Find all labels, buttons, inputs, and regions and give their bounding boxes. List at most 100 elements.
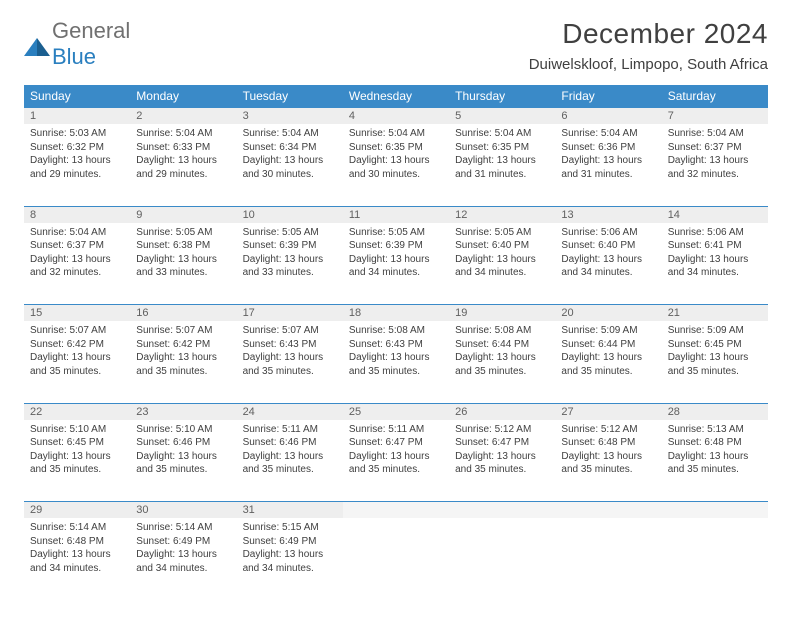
- weekday-header: Thursday: [449, 85, 555, 108]
- day-content-row: Sunrise: 5:14 AMSunset: 6:48 PMDaylight:…: [24, 518, 768, 600]
- day-content-cell: Sunrise: 5:04 AMSunset: 6:35 PMDaylight:…: [343, 124, 449, 206]
- page-title: December 2024: [529, 18, 768, 50]
- title-block: December 2024 Duiwelskloof, Limpopo, Sou…: [529, 18, 768, 81]
- sunrise-text: Sunrise: 5:07 AM: [30, 324, 124, 338]
- sunset-text: Sunset: 6:42 PM: [30, 338, 124, 352]
- day-number-cell: 27: [555, 403, 661, 420]
- day-content-row: Sunrise: 5:07 AMSunset: 6:42 PMDaylight:…: [24, 321, 768, 403]
- day-content-cell: Sunrise: 5:10 AMSunset: 6:45 PMDaylight:…: [24, 420, 130, 502]
- day-number-cell: 19: [449, 305, 555, 322]
- daylight-text: Daylight: 13 hours and 35 minutes.: [136, 351, 230, 378]
- sunrise-text: Sunrise: 5:11 AM: [349, 423, 443, 437]
- daylight-text: Daylight: 13 hours and 35 minutes.: [455, 450, 549, 477]
- day-content-cell: Sunrise: 5:06 AMSunset: 6:41 PMDaylight:…: [662, 223, 768, 305]
- daylight-text: Daylight: 13 hours and 29 minutes.: [30, 154, 124, 181]
- sunrise-text: Sunrise: 5:14 AM: [30, 521, 124, 535]
- sunrise-text: Sunrise: 5:13 AM: [668, 423, 762, 437]
- day-content-cell: Sunrise: 5:14 AMSunset: 6:49 PMDaylight:…: [130, 518, 236, 600]
- day-content-cell: [555, 518, 661, 600]
- sunset-text: Sunset: 6:48 PM: [30, 535, 124, 549]
- sunset-text: Sunset: 6:34 PM: [243, 141, 337, 155]
- sunset-text: Sunset: 6:46 PM: [136, 436, 230, 450]
- sunrise-text: Sunrise: 5:14 AM: [136, 521, 230, 535]
- day-content-cell: Sunrise: 5:13 AMSunset: 6:48 PMDaylight:…: [662, 420, 768, 502]
- weekday-header: Monday: [130, 85, 236, 108]
- brand-logo: General Blue: [24, 18, 130, 70]
- sunset-text: Sunset: 6:46 PM: [243, 436, 337, 450]
- day-content-cell: Sunrise: 5:09 AMSunset: 6:44 PMDaylight:…: [555, 321, 661, 403]
- sunrise-text: Sunrise: 5:03 AM: [30, 127, 124, 141]
- day-content-cell: [662, 518, 768, 600]
- day-number-cell: 25: [343, 403, 449, 420]
- weekday-header: Saturday: [662, 85, 768, 108]
- sunset-text: Sunset: 6:37 PM: [30, 239, 124, 253]
- day-content-cell: Sunrise: 5:05 AMSunset: 6:40 PMDaylight:…: [449, 223, 555, 305]
- sunrise-text: Sunrise: 5:12 AM: [455, 423, 549, 437]
- day-number-cell: [449, 502, 555, 519]
- sunrise-text: Sunrise: 5:04 AM: [668, 127, 762, 141]
- day-content-cell: Sunrise: 5:08 AMSunset: 6:43 PMDaylight:…: [343, 321, 449, 403]
- sunset-text: Sunset: 6:47 PM: [455, 436, 549, 450]
- sunrise-text: Sunrise: 5:07 AM: [136, 324, 230, 338]
- sunrise-text: Sunrise: 5:05 AM: [349, 226, 443, 240]
- day-number-row: 15161718192021: [24, 305, 768, 322]
- day-content-cell: Sunrise: 5:14 AMSunset: 6:48 PMDaylight:…: [24, 518, 130, 600]
- daylight-text: Daylight: 13 hours and 35 minutes.: [136, 450, 230, 477]
- sunset-text: Sunset: 6:44 PM: [455, 338, 549, 352]
- daylight-text: Daylight: 13 hours and 34 minutes.: [243, 548, 337, 575]
- day-number-cell: 18: [343, 305, 449, 322]
- page: General Blue December 2024 Duiwelskloof,…: [0, 0, 792, 618]
- day-content-cell: Sunrise: 5:04 AMSunset: 6:35 PMDaylight:…: [449, 124, 555, 206]
- calendar-body: 1234567Sunrise: 5:03 AMSunset: 6:32 PMDa…: [24, 108, 768, 601]
- day-number-cell: 1: [24, 108, 130, 125]
- sunrise-text: Sunrise: 5:11 AM: [243, 423, 337, 437]
- calendar-table: Sunday Monday Tuesday Wednesday Thursday…: [24, 85, 768, 600]
- weekday-header-row: Sunday Monday Tuesday Wednesday Thursday…: [24, 85, 768, 108]
- sunrise-text: Sunrise: 5:04 AM: [243, 127, 337, 141]
- sunset-text: Sunset: 6:39 PM: [349, 239, 443, 253]
- daylight-text: Daylight: 13 hours and 30 minutes.: [243, 154, 337, 181]
- sunset-text: Sunset: 6:38 PM: [136, 239, 230, 253]
- day-number-cell: 30: [130, 502, 236, 519]
- sunset-text: Sunset: 6:42 PM: [136, 338, 230, 352]
- day-number-cell: 5: [449, 108, 555, 125]
- sunset-text: Sunset: 6:44 PM: [561, 338, 655, 352]
- day-number-cell: 14: [662, 206, 768, 223]
- sunrise-text: Sunrise: 5:05 AM: [455, 226, 549, 240]
- day-number-cell: 10: [237, 206, 343, 223]
- day-content-row: Sunrise: 5:03 AMSunset: 6:32 PMDaylight:…: [24, 124, 768, 206]
- daylight-text: Daylight: 13 hours and 35 minutes.: [30, 450, 124, 477]
- daylight-text: Daylight: 13 hours and 31 minutes.: [455, 154, 549, 181]
- weekday-header: Wednesday: [343, 85, 449, 108]
- day-number-cell: 9: [130, 206, 236, 223]
- day-content-cell: Sunrise: 5:07 AMSunset: 6:42 PMDaylight:…: [24, 321, 130, 403]
- day-content-cell: Sunrise: 5:04 AMSunset: 6:33 PMDaylight:…: [130, 124, 236, 206]
- day-content-cell: Sunrise: 5:05 AMSunset: 6:39 PMDaylight:…: [343, 223, 449, 305]
- day-number-cell: 16: [130, 305, 236, 322]
- day-number-cell: 26: [449, 403, 555, 420]
- day-content-cell: Sunrise: 5:07 AMSunset: 6:43 PMDaylight:…: [237, 321, 343, 403]
- sunrise-text: Sunrise: 5:15 AM: [243, 521, 337, 535]
- daylight-text: Daylight: 13 hours and 35 minutes.: [561, 351, 655, 378]
- day-number-cell: [555, 502, 661, 519]
- sunset-text: Sunset: 6:48 PM: [668, 436, 762, 450]
- day-content-cell: Sunrise: 5:05 AMSunset: 6:38 PMDaylight:…: [130, 223, 236, 305]
- daylight-text: Daylight: 13 hours and 35 minutes.: [561, 450, 655, 477]
- daylight-text: Daylight: 13 hours and 34 minutes.: [668, 253, 762, 280]
- sunset-text: Sunset: 6:36 PM: [561, 141, 655, 155]
- weekday-header: Tuesday: [237, 85, 343, 108]
- day-number-row: 293031: [24, 502, 768, 519]
- day-content-cell: Sunrise: 5:04 AMSunset: 6:36 PMDaylight:…: [555, 124, 661, 206]
- day-number-cell: 15: [24, 305, 130, 322]
- day-content-cell: Sunrise: 5:08 AMSunset: 6:44 PMDaylight:…: [449, 321, 555, 403]
- sunrise-text: Sunrise: 5:04 AM: [561, 127, 655, 141]
- day-content-cell: Sunrise: 5:10 AMSunset: 6:46 PMDaylight:…: [130, 420, 236, 502]
- daylight-text: Daylight: 13 hours and 31 minutes.: [561, 154, 655, 181]
- sunset-text: Sunset: 6:45 PM: [668, 338, 762, 352]
- day-content-cell: Sunrise: 5:04 AMSunset: 6:34 PMDaylight:…: [237, 124, 343, 206]
- day-number-cell: 8: [24, 206, 130, 223]
- day-content-cell: [343, 518, 449, 600]
- day-number-row: 1234567: [24, 108, 768, 125]
- day-content-cell: Sunrise: 5:06 AMSunset: 6:40 PMDaylight:…: [555, 223, 661, 305]
- day-content-cell: Sunrise: 5:12 AMSunset: 6:48 PMDaylight:…: [555, 420, 661, 502]
